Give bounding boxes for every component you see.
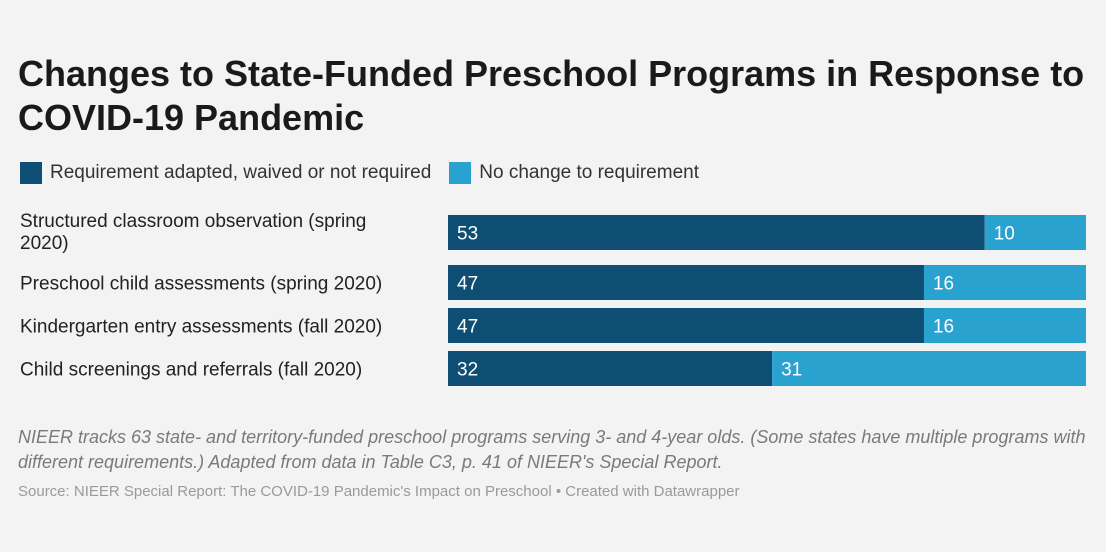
legend: Requirement adapted, waived or not requi… bbox=[20, 160, 717, 186]
bar-segment-adapted bbox=[448, 308, 924, 343]
row-label-line: Preschool child assessments (spring 2020… bbox=[20, 274, 382, 295]
bar-value-label: 47 bbox=[457, 274, 478, 295]
chart-note: NIEER tracks 63 state- and territory-fun… bbox=[18, 427, 1086, 472]
legend-swatch-no-change bbox=[449, 162, 472, 184]
stacked-bar-chart: Structured classroom observation (spring… bbox=[20, 211, 1086, 386]
bar-segment-no-change bbox=[923, 265, 1086, 300]
legend-item-no-change: No change to requirement bbox=[449, 162, 699, 184]
bar-segment-no-change bbox=[923, 308, 1086, 343]
legend-item-adapted: Requirement adapted, waived or not requi… bbox=[20, 162, 431, 184]
legend-label-adapted: Requirement adapted, waived or not requi… bbox=[50, 162, 432, 183]
bar-segment-adapted bbox=[448, 351, 773, 386]
bar-value-label: 32 bbox=[457, 360, 478, 381]
bar-segment-adapted bbox=[448, 265, 924, 300]
bar-value-label: 16 bbox=[933, 274, 954, 295]
row-label: Preschool child assessments (spring 2020… bbox=[20, 274, 382, 295]
legend-swatch-adapted bbox=[20, 162, 42, 184]
legend-label-no-change: No change to requirement bbox=[479, 162, 699, 183]
bar-segment-no-change bbox=[772, 351, 1086, 386]
row-label: Structured classroom observation (spring… bbox=[20, 211, 366, 254]
row-label: Child screenings and referrals (fall 202… bbox=[20, 360, 362, 381]
row-label-line: Kindergarten entry assessments (fall 202… bbox=[20, 317, 382, 338]
chart-title: Changes to State-Funded Preschool Progra… bbox=[18, 53, 1085, 138]
bar-value-label: 10 bbox=[994, 224, 1015, 245]
bar-value-label: 16 bbox=[933, 317, 954, 338]
bar-value-label: 31 bbox=[781, 360, 802, 381]
row-label: Kindergarten entry assessments (fall 202… bbox=[20, 317, 382, 338]
bar-value-label: 47 bbox=[457, 317, 478, 338]
chart-source: Source: NIEER Special Report: The COVID-… bbox=[18, 483, 740, 500]
row-label-line: Structured classroom observation (spring bbox=[20, 211, 366, 232]
bar-segment-no-change bbox=[984, 215, 1086, 250]
bar-segment-adapted bbox=[448, 215, 985, 250]
row-label-line: 2020) bbox=[20, 233, 69, 254]
bar-value-label: 53 bbox=[457, 224, 478, 245]
row-label-line: Child screenings and referrals (fall 202… bbox=[20, 360, 362, 381]
